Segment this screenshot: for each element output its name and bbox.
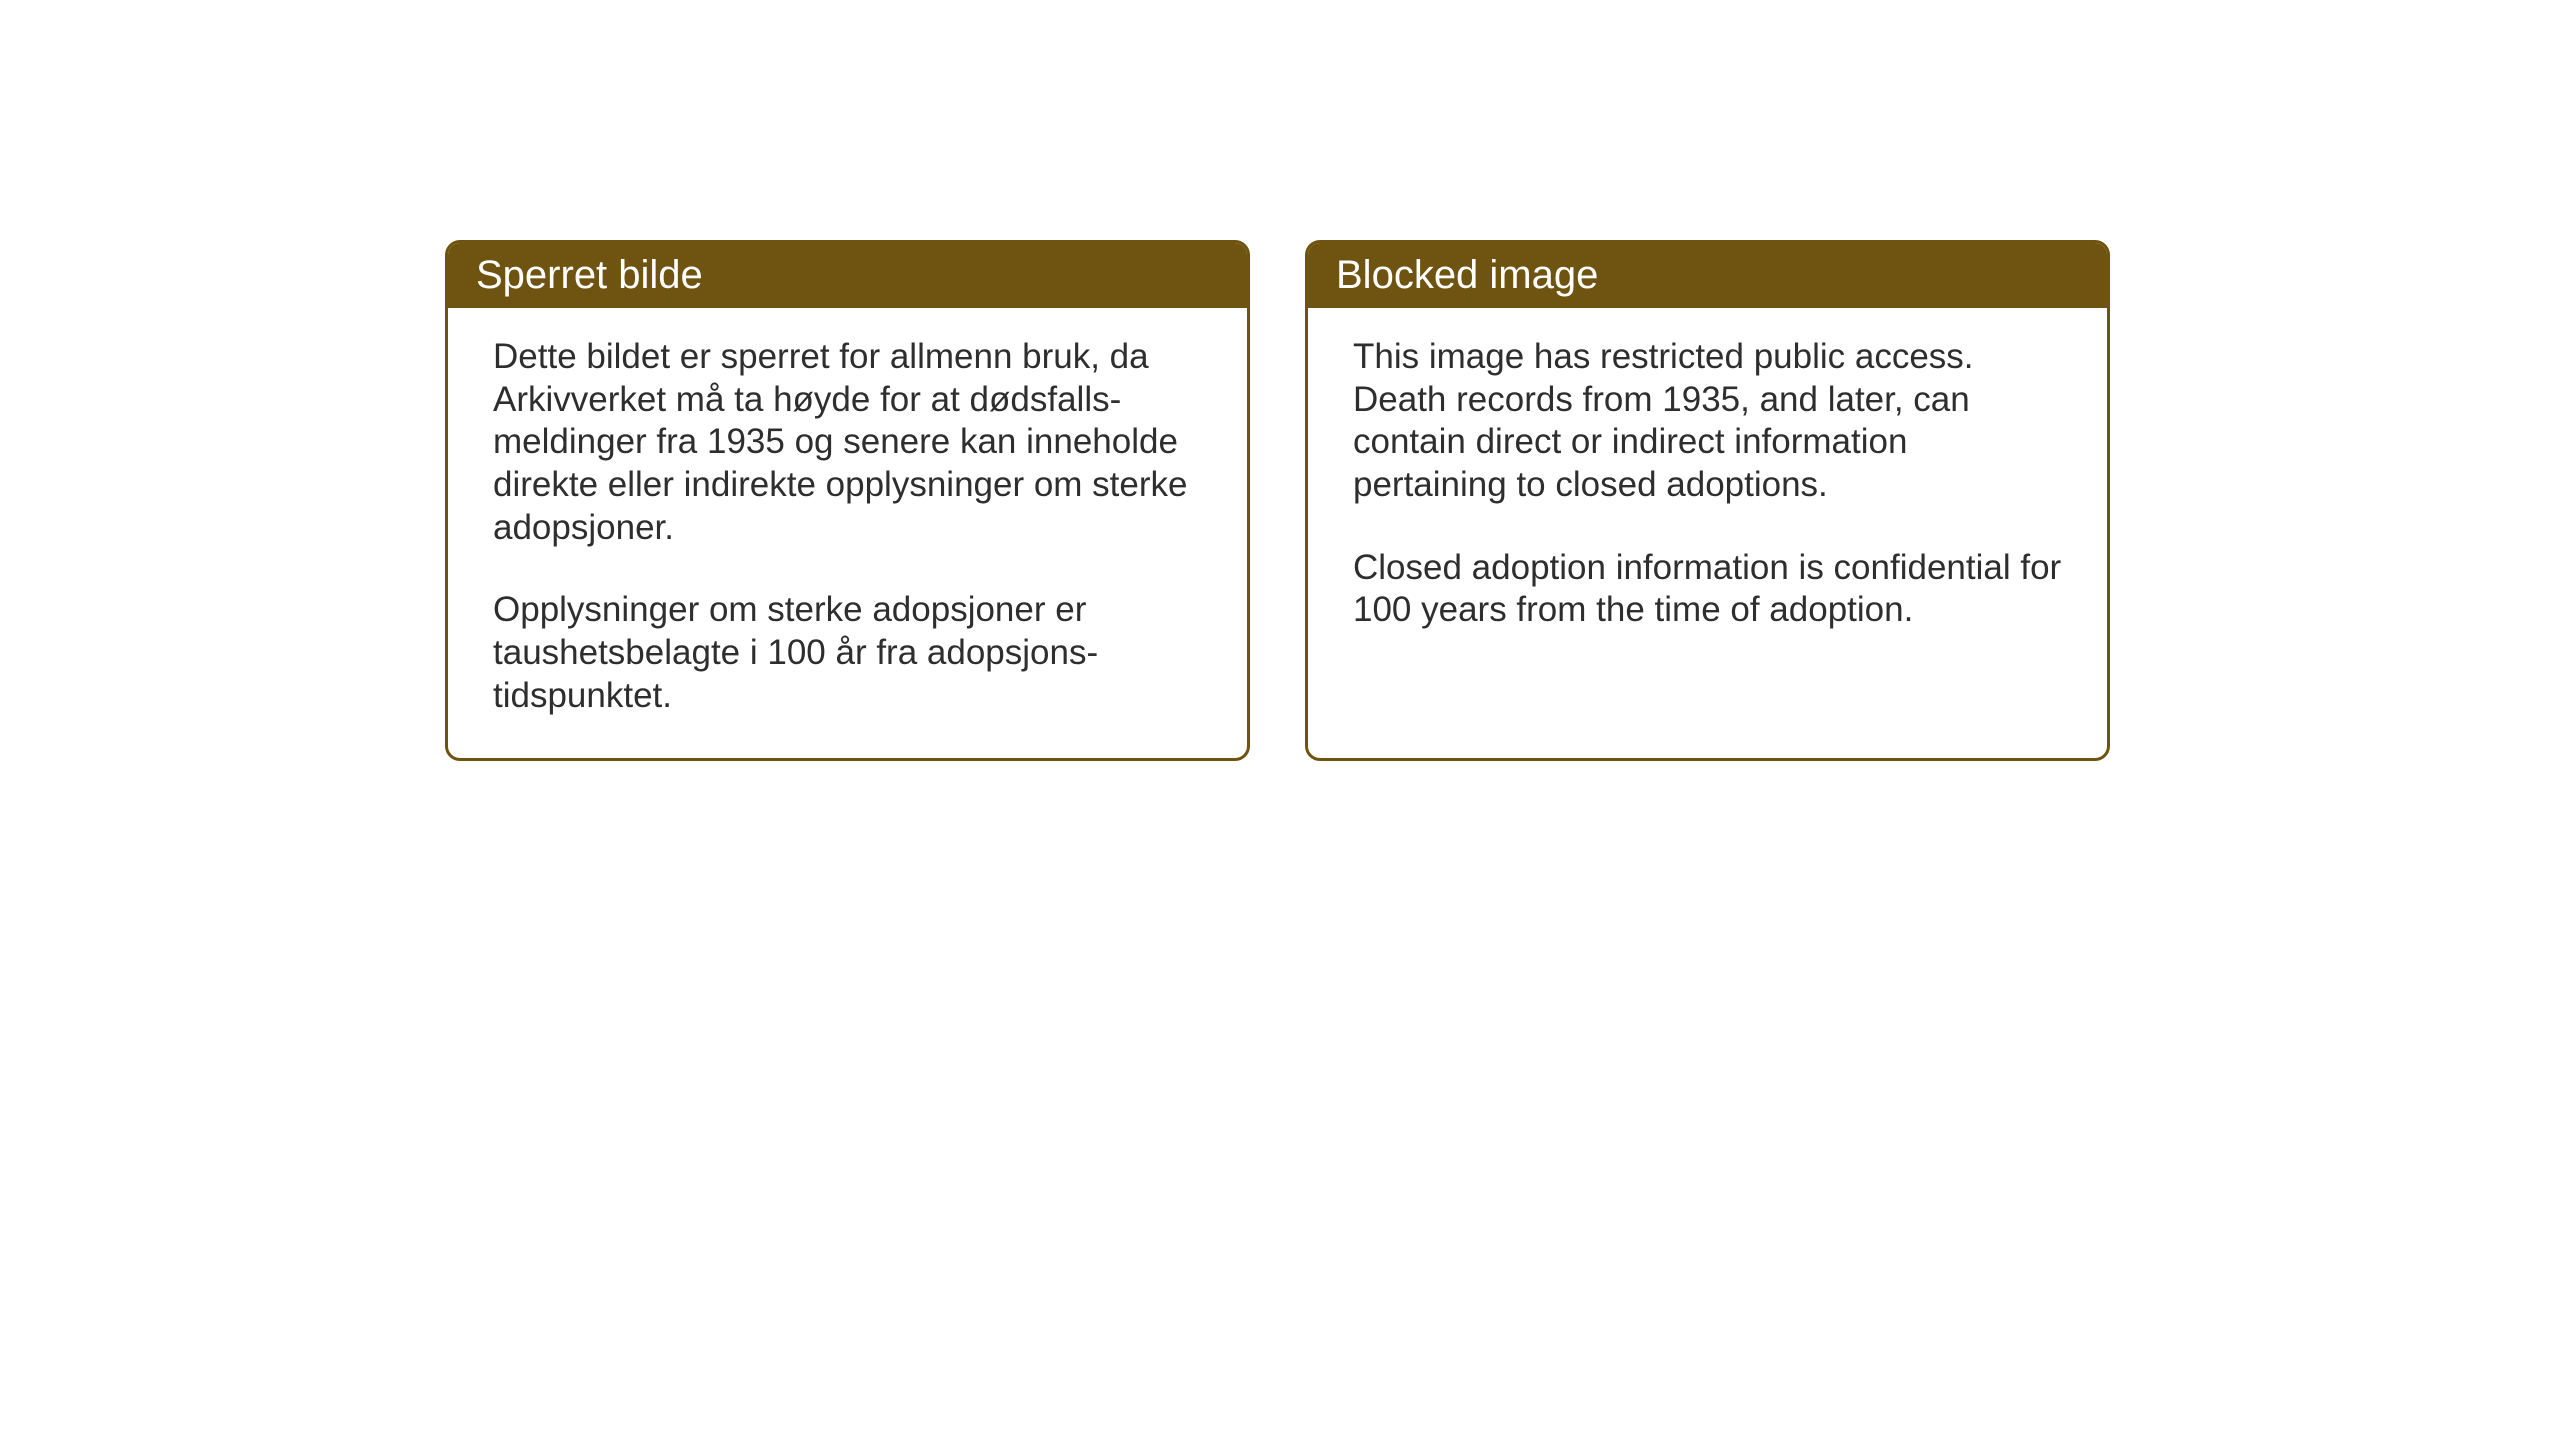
paragraph-1-english: This image has restricted public access.… <box>1353 336 2062 507</box>
notice-container: Sperret bilde Dette bildet er sperret fo… <box>0 0 2560 761</box>
notice-card-norwegian: Sperret bilde Dette bildet er sperret fo… <box>445 240 1250 761</box>
paragraph-1-norwegian: Dette bildet er sperret for allmenn bruk… <box>493 336 1202 549</box>
card-header-norwegian: Sperret bilde <box>448 243 1247 308</box>
notice-card-english: Blocked image This image has restricted … <box>1305 240 2110 761</box>
card-header-english: Blocked image <box>1308 243 2107 308</box>
paragraph-2-norwegian: Opplysninger om sterke adopsjoner er tau… <box>493 589 1202 717</box>
card-body-english: This image has restricted public access.… <box>1308 308 2107 728</box>
paragraph-2-english: Closed adoption information is confident… <box>1353 547 2062 632</box>
card-body-norwegian: Dette bildet er sperret for allmenn bruk… <box>448 308 1247 758</box>
